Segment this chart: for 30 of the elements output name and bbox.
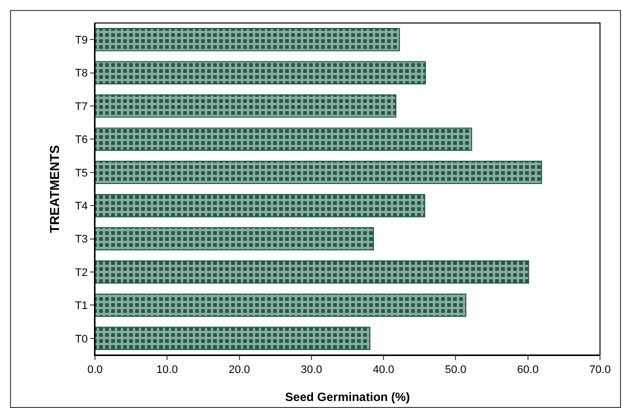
y-tick-label: T7	[74, 100, 88, 113]
bar	[95, 326, 370, 350]
bar	[95, 28, 400, 52]
x-tick-label: 10.0	[156, 364, 178, 376]
y-tick-label: T4	[74, 200, 88, 212]
y-axis-title: TREATMENTS	[47, 144, 62, 233]
y-tick-label: T5	[74, 167, 88, 180]
x-axis-title: Seed Germination (%)	[285, 390, 410, 404]
bar	[95, 94, 396, 118]
bar	[95, 294, 466, 317]
x-tick-label: 50.0	[445, 364, 466, 376]
bar	[95, 227, 374, 250]
y-tick-label: T3	[74, 234, 88, 246]
y-tick-label: T6	[74, 134, 88, 146]
y-tick-label: T8	[74, 68, 88, 80]
y-tick-label: T2	[74, 266, 88, 279]
bar	[95, 260, 530, 284]
x-tick-label: 40.0	[372, 364, 394, 376]
y-tick-label: T0	[74, 333, 88, 346]
bar	[95, 194, 426, 218]
x-tick-label: 70.0	[589, 364, 611, 376]
x-tick-label: 30.0	[300, 364, 322, 376]
bar	[95, 128, 472, 151]
x-tick-label: 60.0	[517, 364, 539, 376]
y-tick-label: T1	[74, 300, 88, 312]
bar	[95, 160, 542, 184]
x-tick-label: 20.0	[228, 364, 250, 376]
bar	[95, 61, 426, 84]
x-tick-label: 0.0	[87, 364, 103, 376]
y-tick-label: T9	[74, 34, 88, 46]
